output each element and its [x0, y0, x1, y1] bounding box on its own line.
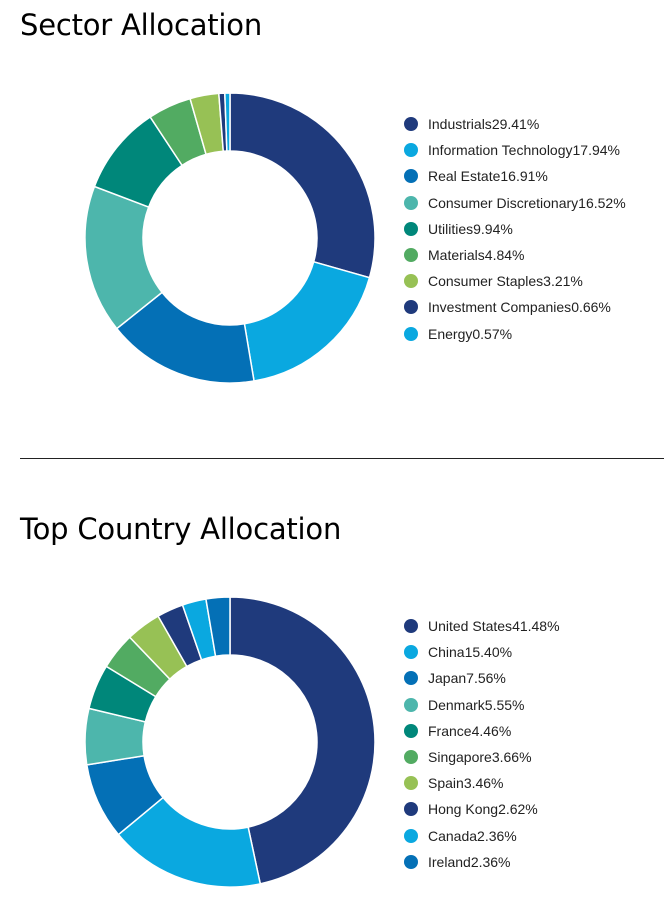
legend-value: 2.36% — [477, 827, 517, 844]
sector-legend-item-industrials: Industrials 29.41% — [404, 111, 626, 137]
sector-legend-item-utilities: Utilities 9.94% — [404, 216, 626, 242]
sector-slice-energy — [224, 92, 231, 152]
section-divider — [20, 458, 664, 459]
legend-label: China — [428, 644, 465, 661]
sector-allocation-legend: Industrials 29.41% Information Technology… — [404, 111, 626, 347]
legend-swatch-icon — [404, 854, 418, 869]
legend-value: 9.94% — [473, 220, 513, 237]
sector-legend-item-real-estate: Real Estate 16.91% — [404, 163, 626, 189]
country-legend-item-japan: Japan 7.56% — [404, 665, 560, 691]
sector-allocation-title: Sector Allocation — [20, 8, 263, 42]
legend-swatch-icon — [404, 221, 418, 236]
legend-label: Consumer Discretionary — [428, 194, 579, 211]
country-legend-item-china: China 15.40% — [404, 639, 560, 665]
legend-value: 17.94% — [572, 142, 620, 159]
legend-swatch-icon — [404, 776, 418, 791]
legend-label: Spain — [428, 775, 464, 792]
sector-legend-item-consumer-staples: Consumer Staples 3.21% — [404, 268, 626, 294]
legend-label: Ireland — [428, 853, 471, 870]
legend-label: Canada — [428, 827, 478, 844]
sector-legend-item-materials: Materials 4.84% — [404, 242, 626, 268]
legend-label: Denmark — [428, 696, 485, 713]
legend-value: 7.56% — [466, 670, 506, 687]
legend-value: 3.46% — [463, 775, 504, 792]
legend-label: Consumer Staples — [428, 273, 544, 290]
country-allocation-section: Top Country Allocation United States 41.… — [0, 460, 664, 910]
legend-label: Singapore — [428, 749, 492, 766]
legend-value: 4.84% — [484, 247, 525, 264]
country-legend-item-hong-kong: Hong Kong 2.62% — [404, 796, 560, 822]
country-legend-item-spain: Spain 3.46% — [404, 770, 560, 796]
country-slice-ireland — [205, 596, 231, 658]
legend-swatch-icon — [404, 619, 418, 634]
legend-label: Utilities — [428, 220, 474, 237]
sector-legend-item-consumer-discretionary: Consumer Discretionary 16.52% — [404, 190, 626, 216]
country-slice-united-states — [229, 596, 376, 885]
legend-value: 29.41% — [491, 116, 540, 133]
legend-label: Real Estate — [428, 168, 501, 185]
legend-swatch-icon — [404, 143, 418, 158]
legend-swatch-icon — [404, 326, 418, 341]
legend-label: France — [428, 722, 472, 739]
legend-label: Japan — [428, 670, 467, 687]
sector-allocation-section: Sector Allocation Industrials 29.41% Info… — [20, 8, 626, 384]
legend-value: 16.52% — [578, 194, 626, 211]
legend-swatch-icon — [404, 645, 418, 660]
country-allocation-legend: United States 41.48% China 15.40% Japan 7.… — [404, 613, 560, 875]
legend-swatch-icon — [404, 671, 418, 686]
legend-label: Investment Companies — [428, 299, 572, 316]
legend-value: 2.62% — [498, 801, 538, 818]
legend-value: 5.55% — [484, 696, 525, 713]
country-allocation-title: Top Country Allocation — [20, 512, 342, 546]
legend-label: United States — [428, 618, 513, 635]
legend-swatch-icon — [404, 117, 418, 132]
legend-swatch-icon — [404, 300, 418, 315]
country-legend-item-canada: Canada 2.36% — [404, 823, 560, 849]
legend-value: 41.48% — [512, 618, 560, 635]
legend-value: 2.36% — [470, 853, 511, 870]
country-legend-item-singapore: Singapore 3.66% — [404, 744, 560, 770]
legend-value: 16.91% — [500, 168, 548, 185]
legend-swatch-icon — [404, 274, 418, 289]
legend-swatch-icon — [404, 248, 418, 263]
legend-label: Information Technology — [428, 142, 573, 159]
legend-value: 3.66% — [491, 749, 532, 766]
sector-legend-item-investment-companies: Investment Companies 0.66% — [404, 294, 626, 320]
legend-value: 0.57% — [472, 325, 513, 342]
country-legend-item-united-states: United States 41.48% — [404, 613, 560, 639]
legend-value: 3.21% — [543, 273, 583, 290]
sector-allocation-donut-chart — [84, 92, 376, 384]
legend-label: Energy — [428, 325, 473, 342]
country-allocation-donut-chart — [84, 596, 376, 888]
country-legend-item-denmark: Denmark 5.55% — [404, 692, 560, 718]
legend-swatch-icon — [404, 802, 418, 817]
legend-value: 4.46% — [471, 722, 512, 739]
legend-value: 15.40% — [464, 644, 513, 661]
legend-label: Materials — [428, 247, 485, 264]
legend-value: 0.66% — [571, 299, 611, 316]
sector-legend-item-energy: Energy 0.57% — [404, 321, 626, 347]
legend-swatch-icon — [404, 750, 418, 765]
legend-label: Hong Kong — [428, 801, 499, 818]
legend-swatch-icon — [404, 723, 418, 738]
legend-swatch-icon — [404, 828, 418, 843]
sector-slice-information-technology — [243, 260, 371, 382]
legend-swatch-icon — [404, 697, 418, 712]
country-legend-item-france: France 4.46% — [404, 718, 560, 744]
sector-legend-item-information-technology: Information Technology 17.94% — [404, 137, 626, 163]
legend-swatch-icon — [404, 195, 418, 210]
country-legend-item-ireland: Ireland 2.36% — [404, 849, 560, 875]
sector-slice-industrials — [229, 92, 376, 279]
legend-swatch-icon — [404, 169, 418, 184]
legend-label: Industrials — [428, 116, 492, 133]
